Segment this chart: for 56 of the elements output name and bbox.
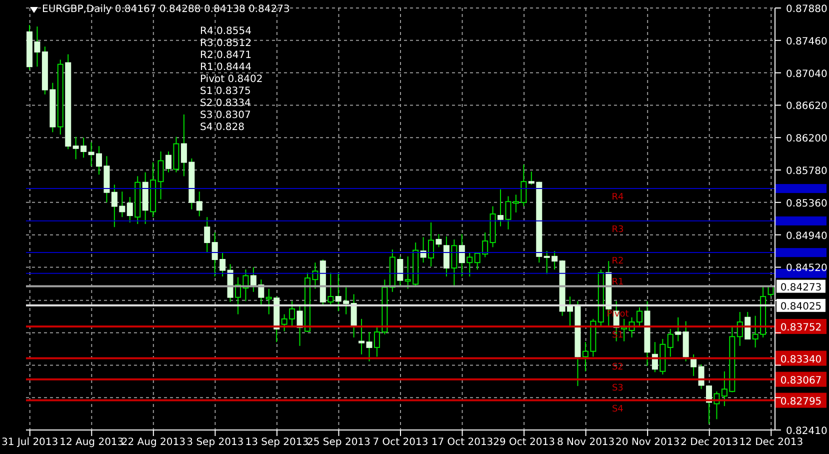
annotation: Pivot 0.8402 xyxy=(200,74,263,86)
candlestick xyxy=(328,272,334,306)
y-tick-label: 0.82410 xyxy=(786,426,828,437)
annotation: S4 0.828 xyxy=(200,122,246,134)
candlestick xyxy=(466,252,473,277)
annotation: S3 0.8307 xyxy=(200,110,252,122)
ref-line-label: 0.82795 xyxy=(780,396,822,408)
candlestick xyxy=(505,196,512,230)
ref-line-label: 0.84273 xyxy=(780,282,822,294)
x-tick-label: 25 Sep 2013 xyxy=(307,437,370,448)
annotation: R4 xyxy=(612,192,624,203)
x-tick-label: 17 Oct 2013 xyxy=(431,437,494,448)
x-tick-label: 12 Dec 2013 xyxy=(739,437,804,448)
y-tick-label: 0.86200 xyxy=(786,134,828,145)
y-tick-label: 0.87460 xyxy=(786,36,828,48)
candlestick xyxy=(358,318,365,355)
candlestick xyxy=(266,288,272,315)
ref-line-label: 0.83340 xyxy=(780,354,822,366)
annotation: S2 0.8334 xyxy=(200,98,252,110)
x-tick-label: 31 Jul 2013 xyxy=(2,437,58,448)
candlestick xyxy=(667,328,674,358)
x-tick-label: 2 Dec 2013 xyxy=(680,437,738,448)
ref-line-label: 0.83067 xyxy=(780,375,822,386)
annotation: R1 0.8444 xyxy=(200,62,252,74)
candlestick xyxy=(204,216,210,254)
y-tick-label: 0.86620 xyxy=(786,101,828,112)
y-tick-label: 0.85360 xyxy=(786,198,828,210)
ref-line-label: 0.84025 xyxy=(780,301,822,312)
annotation: S4 xyxy=(612,404,624,414)
annotation: R3 0.8512 xyxy=(200,38,252,50)
ref-line-label: 0.83752 xyxy=(780,322,822,334)
chart-title: EURGBP,Daily 0.84167 0.84288 0.84138 0.84273 xyxy=(42,4,290,15)
x-tick-label: 3 Sep 2013 xyxy=(186,437,244,448)
x-tick-label: 22 Aug 2013 xyxy=(121,437,186,448)
annotation: S2 xyxy=(612,362,624,372)
x-tick-label: 8 Nov 2013 xyxy=(556,437,615,448)
x-tick-label: 20 Nov 2013 xyxy=(616,437,680,448)
annotation: S1 0.8375 xyxy=(200,86,252,98)
y-tick-label: 0.87040 xyxy=(786,68,828,80)
x-tick-label: 13 Sep 2013 xyxy=(245,437,309,448)
annotation: R2 0.8471 xyxy=(200,50,252,62)
annotation: S3 xyxy=(612,383,624,394)
x-tick-label: 7 Oct 2013 xyxy=(372,437,428,448)
annotation: R4 0.8554 xyxy=(200,26,252,38)
y-tick-label: 0.84940 xyxy=(786,230,828,242)
y-tick-label: 0.87880 xyxy=(786,4,828,15)
candlestick xyxy=(158,150,164,200)
x-tick-label: 12 Aug 2013 xyxy=(60,437,124,448)
candlestick xyxy=(451,238,458,288)
candlestick xyxy=(196,191,202,217)
annotation: R3 xyxy=(612,224,624,235)
annotation: R1 xyxy=(612,277,624,288)
annotation: R2 xyxy=(612,256,624,267)
candlestick xyxy=(428,222,434,267)
y-tick-label: 0.85780 xyxy=(786,166,828,178)
x-tick-label: 29 Oct 2013 xyxy=(493,437,555,448)
